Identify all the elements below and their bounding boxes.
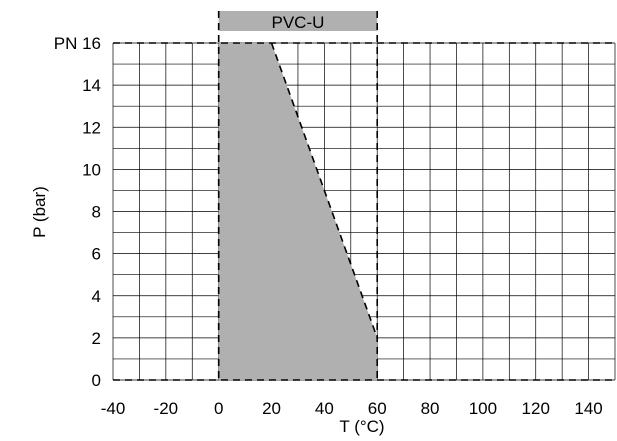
x-tick-label: 40: [315, 399, 334, 418]
x-tick-label: 0: [214, 399, 223, 418]
y-tick-label: 4: [92, 287, 101, 306]
x-tick-label: -40: [101, 399, 126, 418]
x-tick-label: 20: [262, 399, 281, 418]
x-tick-label: 80: [421, 399, 440, 418]
y-tick-label: 12: [82, 118, 101, 137]
x-tick-label: -20: [154, 399, 179, 418]
x-tick-label: 140: [574, 399, 602, 418]
x-tick-label: 120: [522, 399, 550, 418]
y-tick-labels: 0 2 4 6 8 10 12 14 PN 16: [54, 34, 101, 390]
limit-lines: [113, 11, 615, 381]
operating-area: [218, 43, 378, 380]
range-band-bar: [218, 11, 378, 31]
y-tick-label: 6: [92, 245, 101, 264]
x-tick-label: 100: [469, 399, 497, 418]
derating-dashed-line: [270, 42, 378, 339]
y-tick-label: PN 16: [54, 34, 101, 53]
operating-area-polygon: [218, 43, 378, 380]
x-axis-label: T (°C): [339, 417, 384, 436]
range-band: PVC-U: [218, 11, 378, 32]
x-tick-label: 60: [368, 399, 387, 418]
y-axis-label: P (bar): [30, 186, 49, 238]
y-tick-label: 0: [92, 371, 101, 390]
y-tick-label: 8: [92, 203, 101, 222]
y-tick-label: 2: [92, 329, 101, 348]
range-band-label: PVC-U: [271, 13, 324, 32]
x-tick-labels: -40 -20 0 20 40 60 80 100 120 140: [101, 399, 603, 418]
y-tick-label: 10: [82, 160, 101, 179]
y-tick-label: 14: [82, 76, 101, 95]
